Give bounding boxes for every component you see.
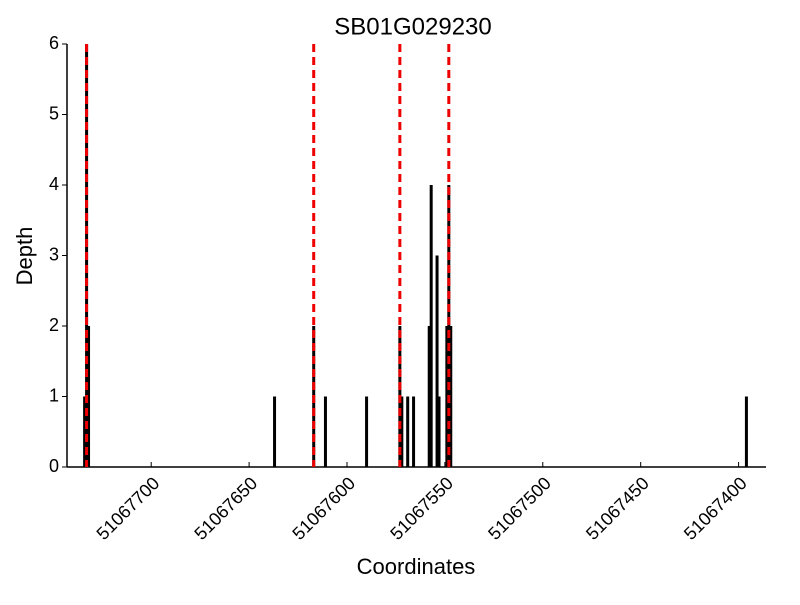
bar <box>447 185 451 467</box>
x-tick-label: 51067400 <box>680 473 751 544</box>
bar <box>273 396 277 467</box>
bar <box>323 396 327 467</box>
bar <box>427 326 431 467</box>
x-tick-label: 51067550 <box>386 473 457 544</box>
bar <box>449 326 453 467</box>
x-tick-label: 51067600 <box>288 473 359 544</box>
y-tick-label: 0 <box>49 456 59 476</box>
x-tick-label: 51067500 <box>484 473 555 544</box>
y-tick-label: 5 <box>49 103 59 123</box>
y-axis-label: Depth <box>12 227 37 286</box>
bar <box>365 396 369 467</box>
x-axis-label: Coordinates <box>357 554 476 579</box>
bar <box>445 326 449 467</box>
bar <box>412 396 416 467</box>
bar <box>429 185 433 467</box>
bar <box>83 396 87 467</box>
y-tick-label: 4 <box>49 174 59 194</box>
x-tick-label: 51067450 <box>582 473 653 544</box>
y-tick-label: 6 <box>49 33 59 53</box>
x-tick-label: 51067650 <box>191 473 262 544</box>
bar <box>435 255 439 467</box>
bar <box>744 396 748 467</box>
y-tick-label: 3 <box>49 244 59 264</box>
x-tick-label: 51067700 <box>93 473 164 544</box>
bar <box>400 396 404 467</box>
bar <box>87 326 91 467</box>
bar <box>437 396 441 467</box>
chart-title: SB01G029230 <box>334 13 491 40</box>
bar <box>406 396 410 467</box>
y-tick-label: 1 <box>49 385 59 405</box>
y-tick-label: 2 <box>49 315 59 335</box>
